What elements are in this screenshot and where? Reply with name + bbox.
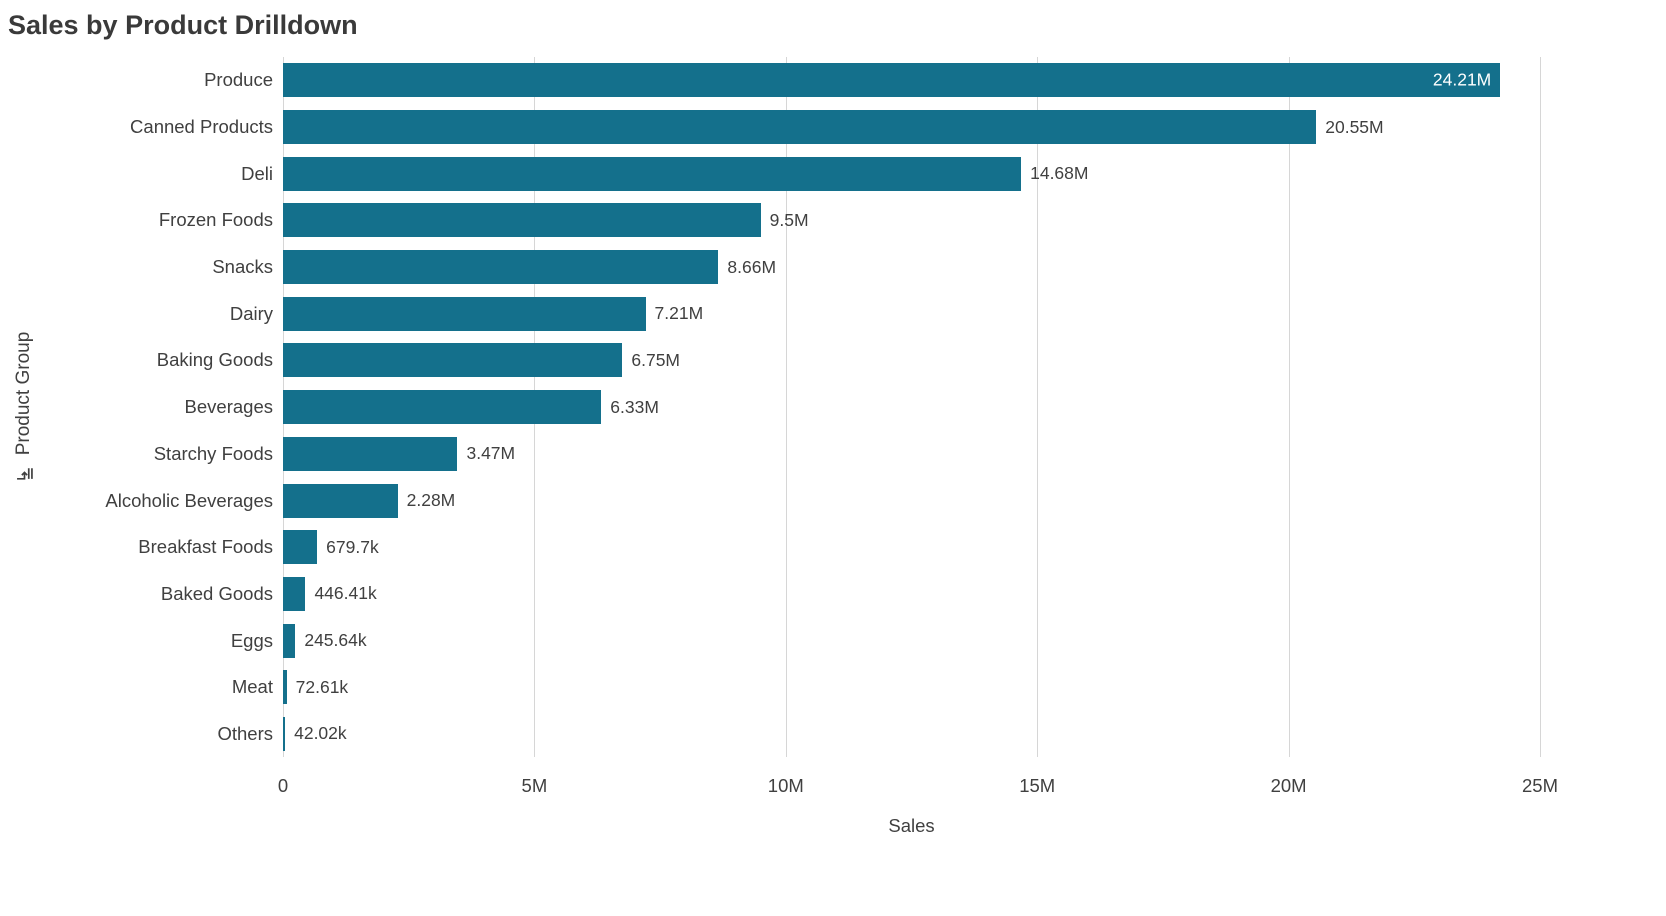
bar-row: 446.41k <box>283 571 1540 618</box>
plot-area: 24.21M 20.55M 14.68M 9.5M 8.66M 7.21M 6.75M 6.3… <box>283 57 1541 758</box>
bar-row: 9.5M <box>283 197 1540 244</box>
y-axis-title: Product Group <box>13 287 35 527</box>
x-tick-label: 15M <box>1019 775 1056 797</box>
category-label: Canned Products <box>130 116 273 138</box>
bar-row: 20.55M <box>283 104 1540 151</box>
category-label: Produce <box>204 69 273 91</box>
x-tick-label: 10M <box>767 775 804 797</box>
bar-row: 245.64k <box>283 617 1540 664</box>
bar-row: 3.47M <box>283 431 1540 478</box>
x-tick-label: 0 <box>277 775 289 797</box>
category-label: Meat <box>231 676 273 698</box>
value-label: 14.68M <box>1030 163 1089 184</box>
bar[interactable] <box>283 670 287 705</box>
bar[interactable] <box>283 296 646 331</box>
category-label: Baking Goods <box>156 349 273 371</box>
chart-body: Product Group Produce Canned Products Deli… <box>0 57 1541 758</box>
bar-row: 6.33M <box>283 384 1540 431</box>
value-label: 6.33M <box>610 396 659 417</box>
value-label: 679.7k <box>326 536 379 557</box>
value-label: 245.64k <box>304 630 367 651</box>
category-label: Breakfast Foods <box>138 536 273 558</box>
gridline <box>785 57 787 758</box>
x-axis-title: Sales <box>888 815 935 837</box>
value-label: 9.5M <box>769 209 809 230</box>
bar-row: 7.21M <box>283 290 1540 337</box>
value-label: 446.41k <box>314 583 377 604</box>
value-label: 6.75M <box>631 349 681 370</box>
x-tick-label: 25M <box>1522 775 1558 797</box>
chart-title: Sales by Product Drilldown <box>8 10 358 40</box>
category-label: Baked Goods <box>160 582 273 604</box>
bar-row: 14.68M <box>283 150 1540 197</box>
bar-row: 42.02k <box>283 711 1540 758</box>
bar-row: 72.61k <box>283 664 1540 711</box>
category-label: Beverages <box>184 396 273 418</box>
bar-row: 6.75M <box>283 337 1540 384</box>
category-label: Frozen Foods <box>158 209 273 231</box>
bar[interactable] <box>283 203 761 238</box>
value-label: 2.28M <box>406 490 456 511</box>
bar-row: 8.66M <box>283 244 1540 291</box>
bar[interactable] <box>283 390 602 425</box>
bar[interactable]: 24.21M <box>283 63 1501 98</box>
category-label: Eggs <box>230 629 273 651</box>
category-label: Starchy Foods <box>153 442 273 464</box>
y-axis-title-text: Product Group <box>13 331 34 456</box>
drilldown-icon <box>16 465 33 482</box>
category-labels-column: Produce Canned Products Deli Frozen Foods Sn… <box>0 57 283 757</box>
value-label: 3.47M <box>466 443 516 464</box>
bar[interactable] <box>283 483 398 518</box>
value-label: 7.21M <box>654 303 704 324</box>
value-label: 72.61k <box>295 676 349 697</box>
gridline <box>1288 57 1290 758</box>
value-label: 24.21M <box>1432 69 1492 90</box>
category-label: Others <box>217 722 273 744</box>
gridline <box>1540 57 1541 758</box>
category-label: Deli <box>241 162 273 184</box>
bar[interactable] <box>283 110 1317 145</box>
value-label: 42.02k <box>294 723 347 744</box>
category-label: Dairy <box>229 302 273 324</box>
category-label: Snacks <box>212 256 273 278</box>
bar[interactable] <box>283 343 623 378</box>
bar[interactable] <box>283 576 306 611</box>
bar[interactable] <box>283 156 1022 191</box>
bar-chart: Product Group Produce Canned Products Deli… <box>0 57 1666 837</box>
value-label: 8.66M <box>727 256 777 277</box>
bar[interactable] <box>283 716 286 751</box>
bar-row: 679.7k <box>283 524 1540 571</box>
bar[interactable] <box>283 250 719 285</box>
bar-row: 24.21M <box>283 57 1540 104</box>
bar[interactable] <box>283 436 458 471</box>
category-label: Alcoholic Beverages <box>105 489 273 511</box>
x-tick-label: 20M <box>1270 775 1307 797</box>
bar[interactable] <box>283 530 318 565</box>
x-axis-ticks: 0 5M 10M 15M 20M 25M <box>278 757 1558 801</box>
bar[interactable] <box>283 623 296 658</box>
gridline <box>1037 57 1039 758</box>
value-label: 20.55M <box>1325 116 1384 137</box>
bar-row: 2.28M <box>283 477 1540 524</box>
x-tick-label: 5M <box>521 775 548 797</box>
